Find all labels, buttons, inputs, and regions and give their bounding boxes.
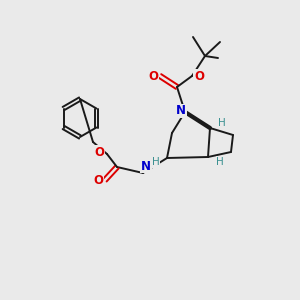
Text: N: N [176,104,186,118]
Text: H: H [216,157,224,167]
Text: O: O [93,173,103,187]
Text: H: H [152,157,160,167]
Text: O: O [148,70,158,83]
Text: N: N [141,160,151,172]
Text: O: O [94,146,104,158]
Text: H: H [218,118,226,128]
Text: O: O [194,70,204,83]
